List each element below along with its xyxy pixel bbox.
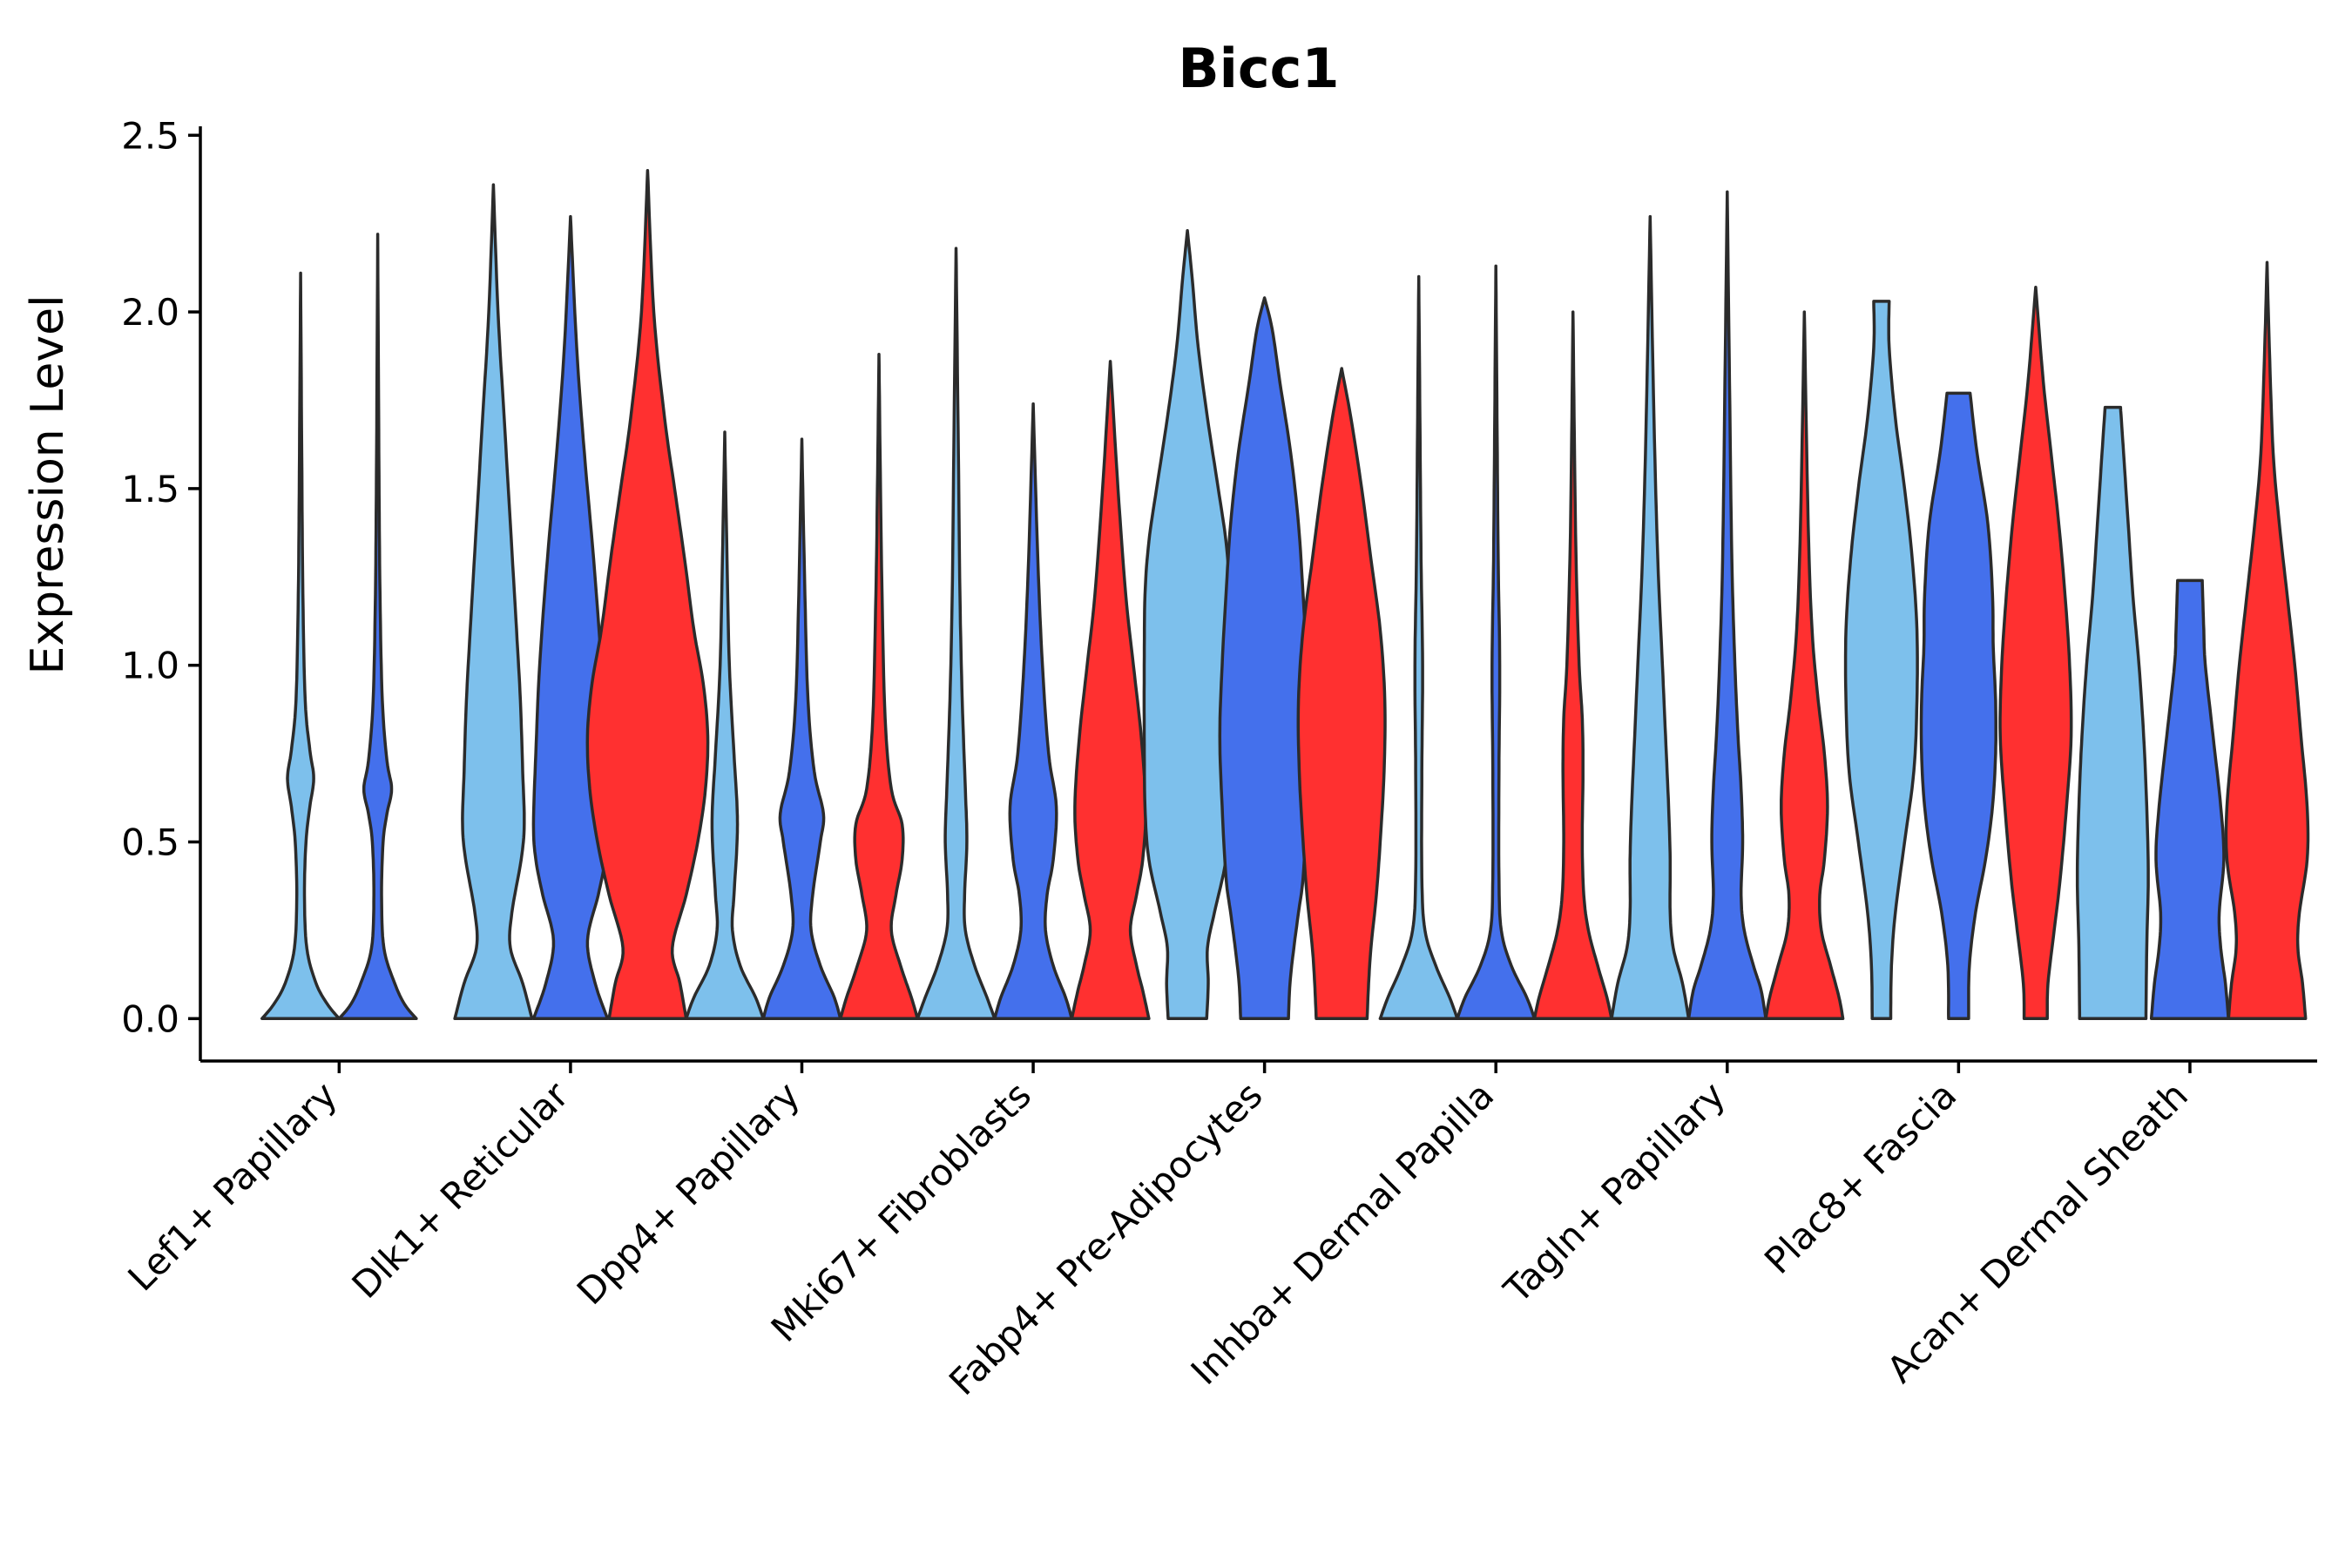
y-tick-label: 2.5 (121, 114, 179, 157)
violin-red (1070, 360, 1151, 1021)
violin-red (1998, 285, 2073, 1021)
violin-light-blue (2075, 405, 2150, 1021)
violin-light-blue (1378, 274, 1459, 1021)
violin-royal-blue (1456, 264, 1537, 1021)
violin-royal-blue (1218, 296, 1311, 1021)
y-tick-label: 1.0 (121, 645, 179, 687)
violin-royal-blue (1686, 190, 1767, 1021)
violin-royal-blue (337, 233, 418, 1021)
x-tick-label: Plac8+ Fascia (1756, 1073, 1964, 1281)
x-tick-label: Dlk1+ Reticular (344, 1073, 578, 1307)
violin-royal-blue (2149, 578, 2230, 1021)
violin-light-blue (1843, 300, 1919, 1021)
y-tick-label: 0.0 (121, 997, 179, 1040)
violin-light-blue (453, 183, 534, 1021)
violin-red (585, 169, 710, 1021)
violin-light-blue (916, 247, 997, 1021)
violin-red (1296, 367, 1387, 1021)
violin-royal-blue (993, 402, 1074, 1021)
violin-light-blue (1610, 214, 1691, 1021)
violin-red (1764, 310, 1845, 1021)
violin-red (1532, 310, 1613, 1021)
y-tick-label: 0.5 (121, 821, 179, 864)
violin-red (2224, 260, 2310, 1021)
x-tick-label: Tagln+ Papillary (1495, 1073, 1733, 1311)
violin-light-blue (684, 430, 765, 1021)
violin-light-blue (260, 271, 341, 1021)
x-tick-label: Mki67+ Fibroblasts (763, 1073, 1039, 1349)
y-tick-label: 2.0 (121, 291, 179, 334)
y-axis-label: Expression Level (22, 294, 74, 674)
x-tick-label: Dpp4+ Papillary (569, 1073, 808, 1313)
violin-royal-blue (531, 214, 610, 1021)
x-tick-label: Lef1+ Papillary (119, 1073, 345, 1299)
violin-royal-blue (1919, 391, 1997, 1021)
chart-title: Bicc1 (1178, 37, 1339, 100)
violin-light-blue (1142, 229, 1233, 1021)
violin-layer (260, 169, 2310, 1021)
violin-red (839, 353, 920, 1021)
y-tick-label: 1.5 (121, 468, 179, 510)
violin-royal-blue (761, 437, 842, 1021)
y-axis-ticks: 0.0 0.5 1.0 1.5 2.0 2.5 (121, 114, 200, 1040)
